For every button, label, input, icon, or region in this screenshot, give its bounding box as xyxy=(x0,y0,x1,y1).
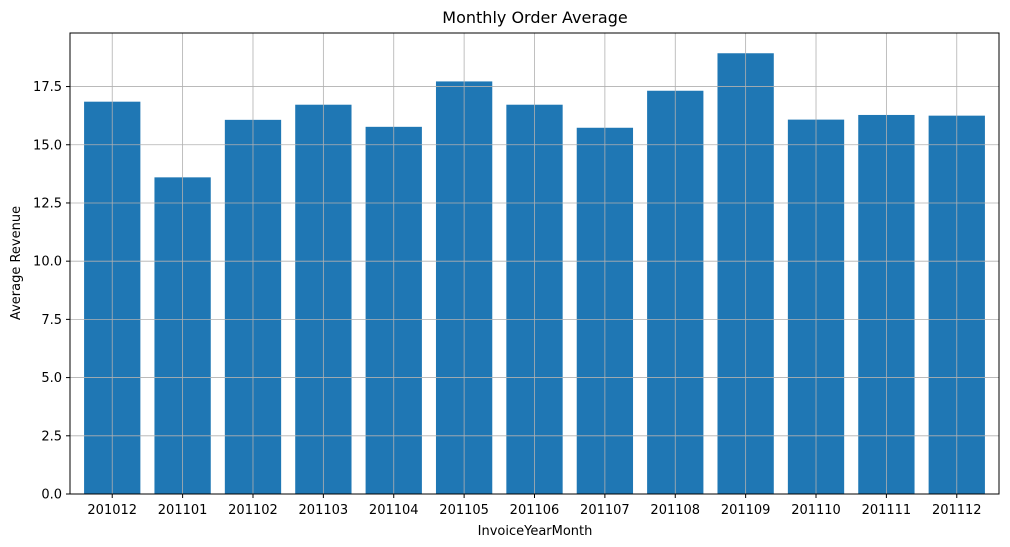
x-tick-label: 201112 xyxy=(932,503,982,518)
x-tick-label: 201102 xyxy=(228,503,278,518)
y-tick-label: 5.0 xyxy=(41,371,62,386)
x-tick-label: 201109 xyxy=(721,503,771,518)
ticks-layer: 201012 201101 201102 201103 201104 201105 2011… xyxy=(33,80,982,518)
x-tick-label: 201103 xyxy=(299,503,349,518)
x-tick-label: 201106 xyxy=(510,503,560,518)
y-tick-label: 17.5 xyxy=(33,80,62,95)
y-tick-label: 7.5 xyxy=(41,313,62,328)
y-tick-label: 2.5 xyxy=(41,429,62,444)
y-tick-label: 12.5 xyxy=(33,196,62,211)
x-tick-label: 201101 xyxy=(158,503,208,518)
y-tick-label: 0.0 xyxy=(41,488,62,503)
x-tick-label: 201104 xyxy=(369,503,419,518)
chart-title: Monthly Order Average xyxy=(442,8,627,27)
y-tick-label: 15.0 xyxy=(33,138,62,153)
x-tick-label: 201110 xyxy=(791,503,841,518)
x-tick-label: 201108 xyxy=(650,503,700,518)
x-tick-label: 201111 xyxy=(862,503,912,518)
x-axis-label: InvoiceYearMonth xyxy=(478,524,593,539)
y-tick-label: 10.0 xyxy=(33,255,62,270)
x-tick-label: 201012 xyxy=(87,503,137,518)
x-tick-label: 201107 xyxy=(580,503,630,518)
y-axis-label: Average Revenue xyxy=(9,206,24,320)
x-tick-label: 201105 xyxy=(439,503,489,518)
